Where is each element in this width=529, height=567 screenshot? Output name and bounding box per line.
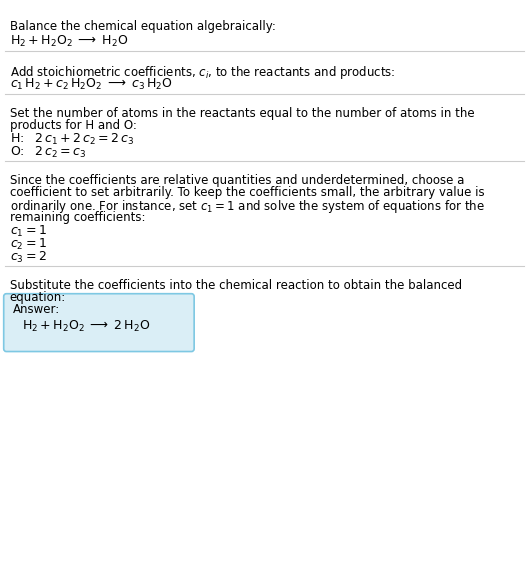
Text: equation:: equation: bbox=[10, 291, 66, 304]
Text: $c_3 = 2$: $c_3 = 2$ bbox=[10, 250, 46, 265]
Text: Since the coefficients are relative quantities and underdetermined, choose a: Since the coefficients are relative quan… bbox=[10, 174, 464, 187]
Text: $c_1 = 1$: $c_1 = 1$ bbox=[10, 224, 47, 239]
Text: Substitute the coefficients into the chemical reaction to obtain the balanced: Substitute the coefficients into the che… bbox=[10, 279, 462, 292]
Text: products for H and O:: products for H and O: bbox=[10, 119, 136, 132]
Text: $c_1\,\mathrm{H_2} + c_2\,\mathrm{H_2O_2} \;\longrightarrow\; c_3\,\mathrm{H_2O}: $c_1\,\mathrm{H_2} + c_2\,\mathrm{H_2O_2… bbox=[10, 77, 172, 92]
Text: O: $\;\;2\,c_2 = c_3$: O: $\;\;2\,c_2 = c_3$ bbox=[10, 145, 86, 160]
FancyBboxPatch shape bbox=[4, 294, 194, 352]
Text: coefficient to set arbitrarily. To keep the coefficients small, the arbitrary va: coefficient to set arbitrarily. To keep … bbox=[10, 186, 484, 199]
Text: Balance the chemical equation algebraically:: Balance the chemical equation algebraica… bbox=[10, 20, 276, 33]
Text: $\mathrm{H_2 + H_2O_2 \;\longrightarrow\; 2\,H_2O}$: $\mathrm{H_2 + H_2O_2 \;\longrightarrow\… bbox=[22, 319, 150, 334]
Text: Set the number of atoms in the reactants equal to the number of atoms in the: Set the number of atoms in the reactants… bbox=[10, 107, 474, 120]
Text: $\mathrm{H_2 + H_2O_2 \;\longrightarrow\; H_2O}$: $\mathrm{H_2 + H_2O_2 \;\longrightarrow\… bbox=[10, 34, 127, 49]
Text: Answer:: Answer: bbox=[13, 303, 60, 316]
Text: Add stoichiometric coefficients, $c_i$, to the reactants and products:: Add stoichiometric coefficients, $c_i$, … bbox=[10, 64, 395, 81]
Text: H: $\;\;2\,c_1 + 2\,c_2 = 2\,c_3$: H: $\;\;2\,c_1 + 2\,c_2 = 2\,c_3$ bbox=[10, 132, 134, 147]
Text: ordinarily one. For instance, set $c_1 = 1$ and solve the system of equations fo: ordinarily one. For instance, set $c_1 =… bbox=[10, 198, 485, 215]
Text: remaining coefficients:: remaining coefficients: bbox=[10, 211, 145, 224]
Text: $c_2 = 1$: $c_2 = 1$ bbox=[10, 237, 47, 252]
